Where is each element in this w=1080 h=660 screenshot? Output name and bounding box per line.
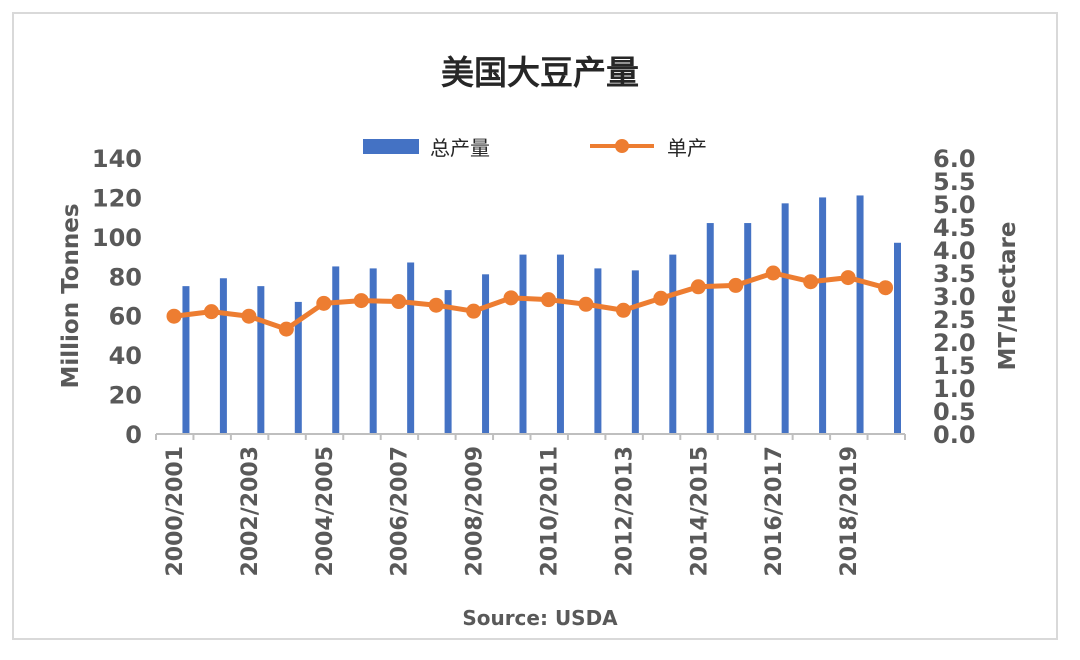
y2-tick-label: 4.0 xyxy=(933,237,976,265)
bar-2009-2010 xyxy=(519,254,527,434)
bar-2012-2013 xyxy=(631,270,639,434)
y-tick-label: 120 xyxy=(92,184,142,212)
y2-tick-label: 2.0 xyxy=(933,329,976,357)
y2-tick-label: 3.5 xyxy=(933,260,976,288)
y-tick-label: 140 xyxy=(92,145,142,173)
yield-point-2011-2012 xyxy=(578,296,594,312)
x-tick-label: 2010/2011 xyxy=(538,446,563,577)
yield-point-2006-2007 xyxy=(391,294,407,310)
bar-2003-2004 xyxy=(294,301,302,434)
yield-point-2003-2004 xyxy=(278,321,294,337)
chart-title: 美国大豆产量 xyxy=(441,53,639,92)
bar-2011-2012 xyxy=(594,268,602,434)
bar-2017-2018 xyxy=(819,197,827,434)
y-tick-label: 0 xyxy=(125,421,142,449)
yield-point-2015-2016 xyxy=(728,277,744,293)
yield-point-2017-2018 xyxy=(803,274,819,290)
yield-point-2018-2019 xyxy=(840,270,856,286)
y2-tick-label: 1.0 xyxy=(933,375,976,403)
legend-label-line: 单产 xyxy=(667,136,707,160)
bar-2014-2015 xyxy=(706,223,714,434)
x-tick-label: 2002/2003 xyxy=(238,446,263,577)
x-tick-label: 2000/2001 xyxy=(163,446,188,577)
y-tick-label: 80 xyxy=(109,263,142,291)
yield-point-2019-2020 xyxy=(878,280,894,296)
x-tick-label: 2014/2015 xyxy=(687,446,712,577)
bar-2006-2007 xyxy=(407,262,415,434)
legend: 总产量 单产 xyxy=(363,136,707,160)
plot-area: 1401201008060402006.05.55.04.54.03.53.02… xyxy=(92,145,976,577)
x-tick-label: 2016/2017 xyxy=(762,446,787,577)
yield-point-2009-2010 xyxy=(503,290,519,306)
legend-swatch-bars xyxy=(363,139,419,154)
legend-label-bars: 总产量 xyxy=(430,136,490,160)
x-tick-label: 2012/2013 xyxy=(612,446,637,577)
x-tick-label: 2004/2005 xyxy=(313,446,338,577)
y2-tick-label: 2.5 xyxy=(933,306,976,334)
bar-2000-2001 xyxy=(182,286,190,434)
yield-point-2000-2001 xyxy=(166,308,182,324)
yield-point-2012-2013 xyxy=(615,302,631,318)
y2-tick-label: 0.0 xyxy=(933,421,976,449)
yield-point-2005-2006 xyxy=(353,293,369,309)
x-tick-label: 2018/2019 xyxy=(837,446,862,577)
bar-2018-2019 xyxy=(856,195,864,434)
yield-point-2002-2003 xyxy=(241,308,257,324)
y2-axis-title: MT/Hectare xyxy=(995,222,1021,371)
y-tick-label: 20 xyxy=(109,382,142,410)
yield-point-2014-2015 xyxy=(690,279,706,295)
bar-2015-2016 xyxy=(744,223,752,434)
bar-2010-2011 xyxy=(556,254,564,434)
bar-2004-2005 xyxy=(332,266,340,434)
y2-tick-label: 4.5 xyxy=(933,214,976,242)
bar-2013-2014 xyxy=(669,254,677,434)
y2-tick-label: 3.0 xyxy=(933,283,976,311)
y2-tick-label: 5.5 xyxy=(933,168,976,196)
bar-2001-2002 xyxy=(219,278,227,434)
bar-2008-2009 xyxy=(482,274,490,434)
bar-2005-2006 xyxy=(369,268,377,434)
yield-point-2004-2005 xyxy=(316,295,332,311)
legend-swatch-marker xyxy=(615,139,629,153)
y-axis-title: Million Tonnes xyxy=(58,203,84,388)
y2-tick-label: 5.0 xyxy=(933,191,976,219)
y-tick-label: 60 xyxy=(109,303,142,331)
y-tick-label: 100 xyxy=(92,224,142,252)
yield-point-2016-2017 xyxy=(765,265,781,281)
yield-line xyxy=(173,270,887,332)
bar-2002-2003 xyxy=(257,286,265,434)
bar-2016-2017 xyxy=(781,203,789,434)
x-tick-label: 2006/2007 xyxy=(388,446,413,577)
bar-2019-2020 xyxy=(894,242,901,434)
yield-point-2013-2014 xyxy=(653,290,669,306)
yield-point-2010-2011 xyxy=(541,292,556,308)
source-note: Source: USDA xyxy=(462,606,618,630)
yield-point-2007-2008 xyxy=(428,297,444,313)
y-tick-label: 40 xyxy=(109,342,142,370)
yield-point-2001-2002 xyxy=(203,304,219,320)
bar-2007-2008 xyxy=(444,290,452,434)
y2-tick-label: 0.5 xyxy=(933,398,976,426)
x-tick-label: 2008/2009 xyxy=(463,446,488,577)
y2-tick-label: 1.5 xyxy=(933,352,976,380)
yield-point-2008-2009 xyxy=(466,303,482,319)
y2-tick-label: 6.0 xyxy=(933,145,976,173)
